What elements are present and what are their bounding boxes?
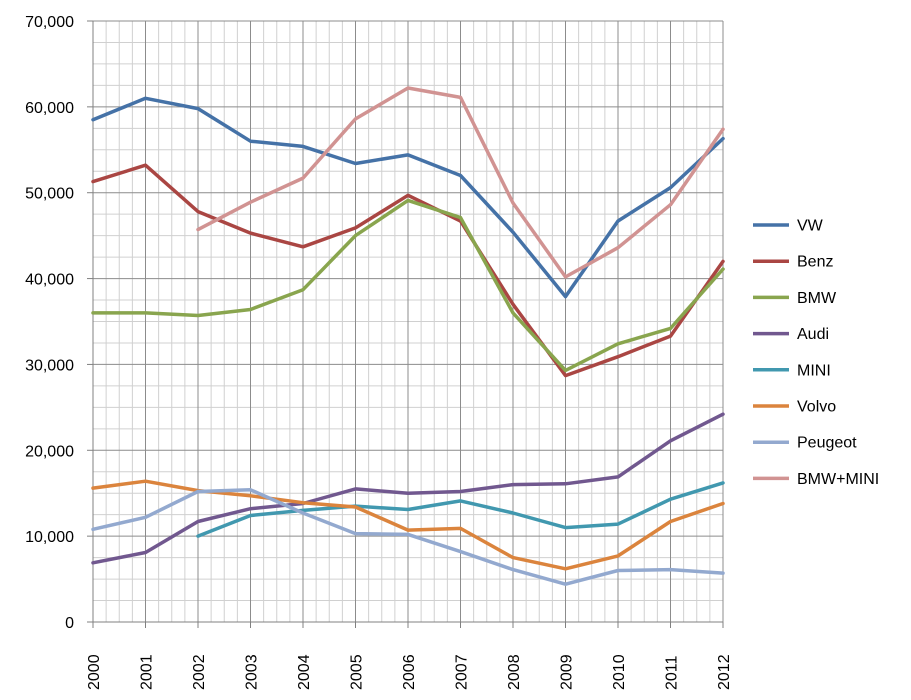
legend-label-mini: MINI xyxy=(797,362,831,379)
x-tick-label: 2009 xyxy=(559,654,576,690)
legend-label-peugeot: Peugeot xyxy=(797,435,857,452)
x-tick-label: 2012 xyxy=(716,654,733,690)
series-line-mini xyxy=(196,481,725,538)
y-tick-label: 70,000 xyxy=(25,14,74,31)
y-tick-label: 60,000 xyxy=(25,100,74,117)
series-line-bmw-mini xyxy=(196,86,725,279)
x-tick-label: 2011 xyxy=(664,655,681,690)
series-line-bmw xyxy=(91,198,725,373)
legend-label-bmw: BMW xyxy=(797,290,837,307)
y-tick-label: 50,000 xyxy=(25,186,74,203)
legend-label-vw: VW xyxy=(797,218,824,235)
series-line-vw xyxy=(91,96,725,299)
x-axis-tick-labels: 2000 2001 2002 2003 2004 2005 2006 2007 2008 2009… xyxy=(86,654,733,690)
y-tick-label: 10,000 xyxy=(25,529,74,546)
legend-label-benz: Benz xyxy=(797,254,833,271)
x-tick-label: 2010 xyxy=(611,654,628,690)
x-tick-label: 2003 xyxy=(244,654,261,690)
x-tick-label: 2001 xyxy=(139,654,156,690)
y-tick-label: 30,000 xyxy=(25,357,74,374)
series-line-benz xyxy=(91,163,725,378)
x-tick-label: 2004 xyxy=(296,654,313,690)
y-tick-label: 20,000 xyxy=(25,443,74,460)
x-tick-label: 2000 xyxy=(86,654,103,690)
y-tick-label: 0 xyxy=(65,615,74,632)
x-tick-label: 2002 xyxy=(191,654,208,690)
x-tick-label: 2008 xyxy=(506,654,523,690)
series-line-peugeot xyxy=(91,488,725,586)
legend-label-audi: Audi xyxy=(797,326,829,343)
y-axis-tick-labels: 0 10,000 20,000 30,000 40,000 50,000 60,000 70,… xyxy=(25,14,74,632)
x-tick-label: 2005 xyxy=(349,654,366,690)
series-lines xyxy=(91,86,725,586)
legend-label-bmw-mini: BMW+MINI xyxy=(797,471,879,488)
legend-label-volvo: Volvo xyxy=(797,399,836,416)
y-tick-label: 40,000 xyxy=(25,272,74,289)
x-tick-label: 2006 xyxy=(401,654,418,690)
series-line-audi xyxy=(91,412,725,565)
x-tick-label: 2007 xyxy=(454,654,471,690)
legend: VW Benz BMW Audi MINI Volvo Peugeot BMW+MINI xyxy=(753,218,879,488)
